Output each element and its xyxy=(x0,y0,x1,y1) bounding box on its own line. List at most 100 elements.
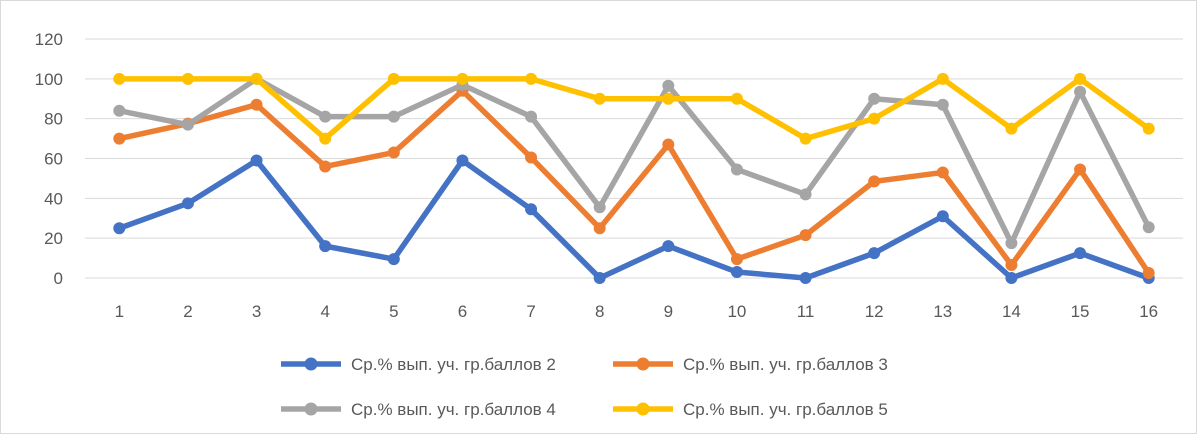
x-tick-label: 5 xyxy=(389,302,398,321)
legend-item: Ср.% вып. уч. гр.баллов 2 xyxy=(281,355,556,374)
data-point xyxy=(1005,237,1018,250)
x-tick-label: 12 xyxy=(865,302,884,321)
x-tick-label: 9 xyxy=(664,302,673,321)
data-point xyxy=(936,210,949,223)
series-1 xyxy=(113,154,1155,284)
legend-label: Ср.% вып. уч. гр.баллов 2 xyxy=(351,355,556,374)
legend-swatch-marker xyxy=(304,402,318,416)
data-point xyxy=(868,175,881,188)
data-point xyxy=(593,201,606,214)
data-point xyxy=(730,266,743,279)
data-point xyxy=(387,146,400,159)
data-point xyxy=(662,138,675,151)
y-tick-label: 40 xyxy=(44,189,63,208)
data-point xyxy=(181,118,194,131)
x-tick-label: 6 xyxy=(458,302,467,321)
data-point xyxy=(730,92,743,105)
series-line xyxy=(118,88,1151,275)
y-tick-label: 60 xyxy=(44,150,63,169)
gridlines xyxy=(85,38,1183,279)
data-point xyxy=(456,72,469,85)
x-tick-label: 10 xyxy=(727,302,746,321)
legend-item: Ср.% вып. уч. гр.баллов 4 xyxy=(281,400,556,419)
data-point xyxy=(730,163,743,176)
x-tick-label: 15 xyxy=(1071,302,1090,321)
legend: Ср.% вып. уч. гр.баллов 2 Ср.% вып. уч. г… xyxy=(281,355,888,419)
data-point xyxy=(525,110,538,123)
data-point xyxy=(593,222,606,235)
series-2 xyxy=(113,84,1155,280)
data-point xyxy=(319,110,332,123)
y-axis-ticks: 0 20 40 60 80 100 120 xyxy=(35,30,63,288)
y-tick-label: 100 xyxy=(35,70,63,89)
series-lines xyxy=(113,72,1155,284)
legend-item: Ср.% вып. уч. гр.баллов 3 xyxy=(613,355,888,374)
data-point xyxy=(730,253,743,266)
legend-label: Ср.% вып. уч. гр.баллов 5 xyxy=(683,400,888,419)
legend-swatch-marker xyxy=(636,357,650,371)
data-point xyxy=(250,72,263,85)
data-point xyxy=(868,112,881,125)
data-point xyxy=(799,188,812,201)
data-point xyxy=(181,197,194,210)
data-point xyxy=(1142,267,1155,280)
data-point xyxy=(593,272,606,284)
series-4 xyxy=(113,72,1155,145)
data-point xyxy=(1005,259,1018,272)
x-tick-label: 7 xyxy=(526,302,535,321)
data-point xyxy=(868,92,881,105)
data-point xyxy=(799,132,812,145)
data-point xyxy=(662,79,675,92)
data-point xyxy=(525,151,538,164)
data-point xyxy=(181,72,194,85)
legend-swatch-marker xyxy=(636,402,650,416)
x-tick-label: 8 xyxy=(595,302,604,321)
data-point xyxy=(250,98,263,111)
data-point xyxy=(113,104,126,117)
data-point xyxy=(1074,247,1087,260)
legend-item: Ср.% вып. уч. гр.баллов 5 xyxy=(613,400,888,419)
data-point xyxy=(387,110,400,123)
data-point xyxy=(525,72,538,85)
x-tick-label: 4 xyxy=(320,302,329,321)
data-point xyxy=(799,229,812,242)
data-point xyxy=(319,132,332,145)
series-line xyxy=(118,76,1152,246)
data-point xyxy=(113,72,126,85)
data-point xyxy=(593,92,606,105)
data-point xyxy=(387,72,400,85)
y-tick-label: 120 xyxy=(35,30,63,49)
x-tick-label: 11 xyxy=(797,302,815,321)
series-line xyxy=(118,157,1150,281)
data-point xyxy=(1005,122,1018,135)
data-point xyxy=(1005,272,1018,284)
data-point xyxy=(936,166,949,179)
data-point xyxy=(250,154,263,167)
data-point xyxy=(662,240,675,253)
x-tick-label: 13 xyxy=(933,302,952,321)
x-axis-ticks: 1 2 3 4 5 6 7 8 9 10 11 12 13 14 15 16 xyxy=(115,302,1159,321)
data-point xyxy=(387,253,400,266)
legend-label: Ср.% вып. уч. гр.баллов 3 xyxy=(683,355,888,374)
data-point xyxy=(319,160,332,173)
data-point xyxy=(525,203,538,216)
data-point xyxy=(319,240,332,253)
x-tick-label: 1 xyxy=(115,302,124,321)
data-point xyxy=(936,72,949,85)
y-tick-label: 80 xyxy=(44,110,63,129)
legend-label: Ср.% вып. уч. гр.баллов 4 xyxy=(351,400,556,419)
data-point xyxy=(868,247,881,260)
x-tick-label: 14 xyxy=(1002,302,1021,321)
x-tick-label: 3 xyxy=(252,302,261,321)
y-tick-label: 0 xyxy=(54,269,63,288)
data-point xyxy=(662,92,675,105)
series-line xyxy=(119,76,1151,142)
data-point xyxy=(1074,72,1087,85)
data-point xyxy=(936,98,949,111)
data-point xyxy=(1074,163,1087,176)
data-point xyxy=(456,154,469,167)
data-point xyxy=(1142,221,1155,234)
data-point xyxy=(113,222,126,235)
